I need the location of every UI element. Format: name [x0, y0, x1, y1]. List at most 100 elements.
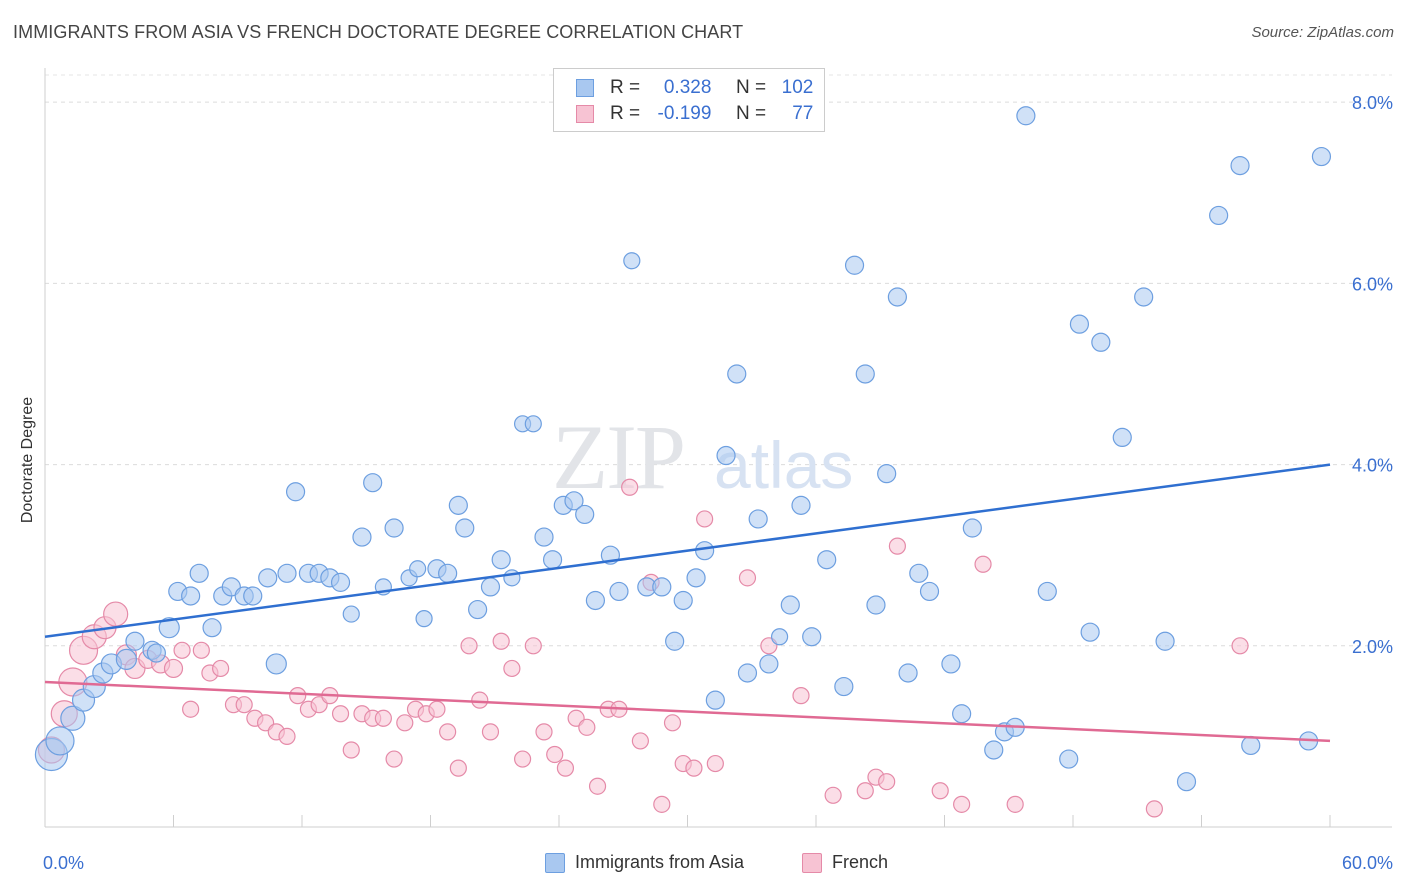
point-french [556, 759, 575, 777]
point-asia [158, 617, 180, 639]
point-french [631, 732, 649, 750]
watermark: ZIP atlas [552, 406, 853, 508]
point-asia [780, 595, 800, 615]
y-tick-label: 8.0% [1352, 93, 1393, 113]
series-immigrants-from-asia [34, 106, 1332, 792]
n-value: 77 [792, 103, 814, 124]
point-french [792, 687, 810, 705]
axes [44, 68, 1392, 828]
point-asia [609, 581, 629, 602]
point-asia [1209, 205, 1229, 226]
point-asia [277, 563, 297, 583]
gridlines [45, 74, 1392, 647]
point-asia [652, 577, 672, 597]
point-asia [60, 705, 86, 731]
point-french [696, 510, 714, 528]
point-french [374, 709, 392, 727]
r-value: 0.328 [663, 77, 712, 98]
n-label: N = [735, 103, 767, 124]
point-asia [448, 495, 468, 515]
point-asia [737, 663, 758, 683]
point-asia [1059, 749, 1079, 769]
point-french [173, 641, 191, 659]
chart-title: IMMIGRANTS FROM ASIA VS FRENCH DOCTORATE… [13, 22, 744, 42]
point-asia [802, 627, 822, 647]
point-asia [1155, 631, 1175, 651]
y-tick-label: 2.0% [1352, 637, 1393, 657]
y-tick-label: 4.0% [1352, 456, 1393, 476]
point-asia [363, 473, 383, 493]
point-french [621, 478, 639, 496]
point-asia [673, 590, 693, 611]
point-asia [455, 518, 475, 538]
point-asia [564, 491, 584, 511]
point-french [513, 750, 532, 768]
legend-swatch-asia [545, 853, 565, 873]
point-asia [898, 663, 918, 683]
point-asia [258, 568, 278, 588]
stats-legend: R = 0.328 N = 102 R = -0.199 N = 77 [553, 68, 825, 132]
point-asia [384, 518, 404, 538]
point-asia [1176, 772, 1197, 792]
trend-line-asia [44, 463, 1331, 638]
point-french [824, 786, 842, 804]
point-french [931, 782, 949, 800]
point-french [888, 537, 906, 555]
point-asia [1311, 146, 1332, 167]
point-french [481, 723, 500, 741]
point-asia [817, 550, 837, 570]
point-asia [534, 527, 554, 547]
n-value: 102 [781, 77, 814, 98]
point-asia [1016, 106, 1036, 126]
legend-label-asia: Immigrants from Asia [575, 852, 745, 872]
point-french [578, 718, 596, 736]
point-french [428, 700, 446, 718]
point-asia [686, 568, 706, 588]
point-asia [844, 255, 865, 275]
point-french [503, 659, 521, 678]
point-asia [759, 654, 779, 674]
point-asia [887, 287, 907, 307]
point-asia [727, 364, 747, 384]
point-french [856, 782, 874, 800]
watermark-zip: ZIP [552, 406, 684, 508]
point-french [588, 777, 607, 795]
point-asia [1112, 427, 1132, 448]
legend-swatch-asia [576, 79, 594, 97]
point-french [235, 696, 253, 714]
point-asia [941, 654, 961, 674]
point-asia [524, 415, 542, 433]
point-french [1145, 800, 1163, 818]
trend-lines [44, 463, 1331, 743]
point-asia [285, 482, 306, 502]
point-asia [330, 572, 351, 592]
point-asia [1091, 332, 1111, 352]
point-asia [623, 252, 641, 270]
r-label: R = [610, 103, 641, 124]
point-french [342, 741, 360, 759]
r-value: -0.199 [657, 103, 712, 124]
point-french [878, 773, 896, 791]
point-french [103, 601, 129, 627]
point-french [289, 687, 307, 705]
point-french [524, 637, 542, 655]
point-french [449, 759, 467, 777]
point-french [396, 714, 414, 732]
legend-swatch-french [802, 853, 822, 873]
n-label: N = [735, 77, 767, 98]
point-french [706, 754, 724, 773]
point-asia [962, 518, 982, 538]
point-asia [919, 581, 940, 602]
point-asia [415, 610, 433, 628]
point-asia [1069, 314, 1090, 334]
point-asia [1230, 156, 1250, 176]
point-asia [952, 704, 972, 724]
point-asia [243, 586, 263, 606]
point-asia [181, 586, 201, 606]
point-asia [409, 560, 427, 578]
point-french [953, 795, 971, 813]
point-asia [1037, 581, 1057, 602]
point-french [974, 555, 992, 573]
point-french [460, 637, 478, 655]
